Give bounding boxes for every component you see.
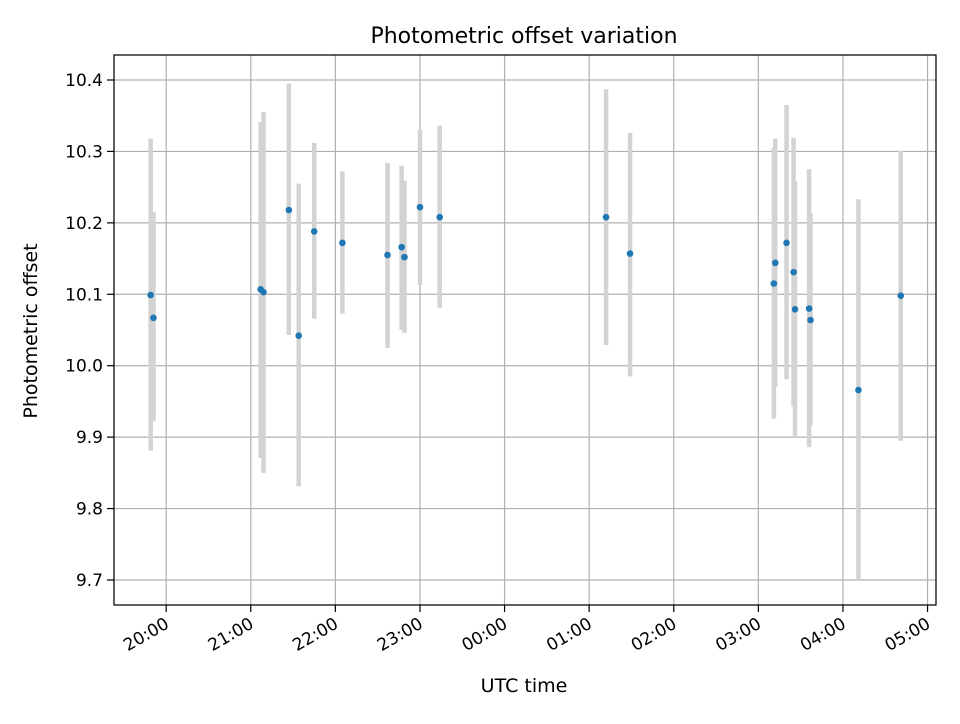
y-tick-label: 10.4 [65,71,103,91]
y-tick-label: 10.2 [65,214,103,234]
data-point [770,280,778,287]
y-axis: 9.7 9.8 9.9 10.0 10.1 10.2 10.3 10.4 [65,71,114,591]
y-tick-label: 10.3 [65,142,103,162]
data-point [807,316,814,324]
data-point [783,239,790,247]
data-point [398,243,405,251]
data-point [602,213,610,221]
y-axis-label: Photometric offset [20,243,42,418]
data-point [436,213,443,221]
data-point [384,251,391,259]
grid [114,55,936,605]
y-tick-label: 10.0 [65,357,103,377]
y-tick-label: 10.1 [65,285,103,305]
data-point [897,292,905,300]
data-point [416,203,424,211]
data-point [295,332,303,340]
data-point [339,239,346,247]
data-point [310,228,318,235]
data-point [771,259,779,267]
plot-frame [113,54,937,606]
data-point [401,253,408,261]
data-point [790,268,797,276]
data-point [285,206,293,214]
y-tick-label: 9.7 [76,571,103,591]
data-point [626,250,634,257]
chart-title: Photometric offset variation [370,24,677,49]
y-tick-label: 9.9 [76,428,103,448]
data-point [805,305,813,312]
y-tick-label: 9.8 [76,500,103,520]
x-axis-label: UTC time [481,675,568,697]
data-points [147,203,905,394]
data-point [150,314,157,322]
data-point [791,305,799,313]
data-point [855,386,862,394]
data-point [260,288,267,296]
data-point [147,291,154,299]
